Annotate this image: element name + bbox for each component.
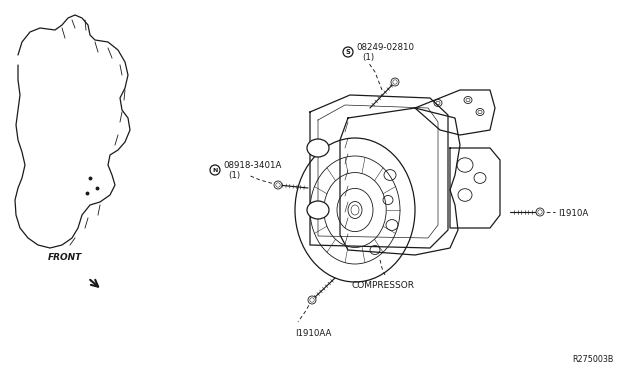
Circle shape [308, 296, 316, 304]
Text: N: N [212, 168, 218, 173]
Text: COMPRESSOR: COMPRESSOR [352, 281, 415, 290]
Circle shape [274, 181, 282, 189]
Text: S: S [345, 49, 350, 55]
Circle shape [391, 78, 399, 86]
Text: 08918-3401A: 08918-3401A [223, 161, 282, 170]
Text: R275003B: R275003B [572, 355, 613, 364]
Circle shape [536, 208, 544, 216]
Text: I1910A: I1910A [558, 209, 588, 218]
Text: 08249-02810: 08249-02810 [356, 43, 414, 52]
Ellipse shape [307, 201, 329, 219]
Text: (1): (1) [228, 171, 240, 180]
Text: I1910AA: I1910AA [295, 329, 332, 338]
Circle shape [210, 165, 220, 175]
Ellipse shape [348, 202, 362, 218]
Text: (1): (1) [362, 53, 374, 62]
Circle shape [343, 47, 353, 57]
Text: FRONT: FRONT [48, 253, 83, 262]
Ellipse shape [307, 139, 329, 157]
